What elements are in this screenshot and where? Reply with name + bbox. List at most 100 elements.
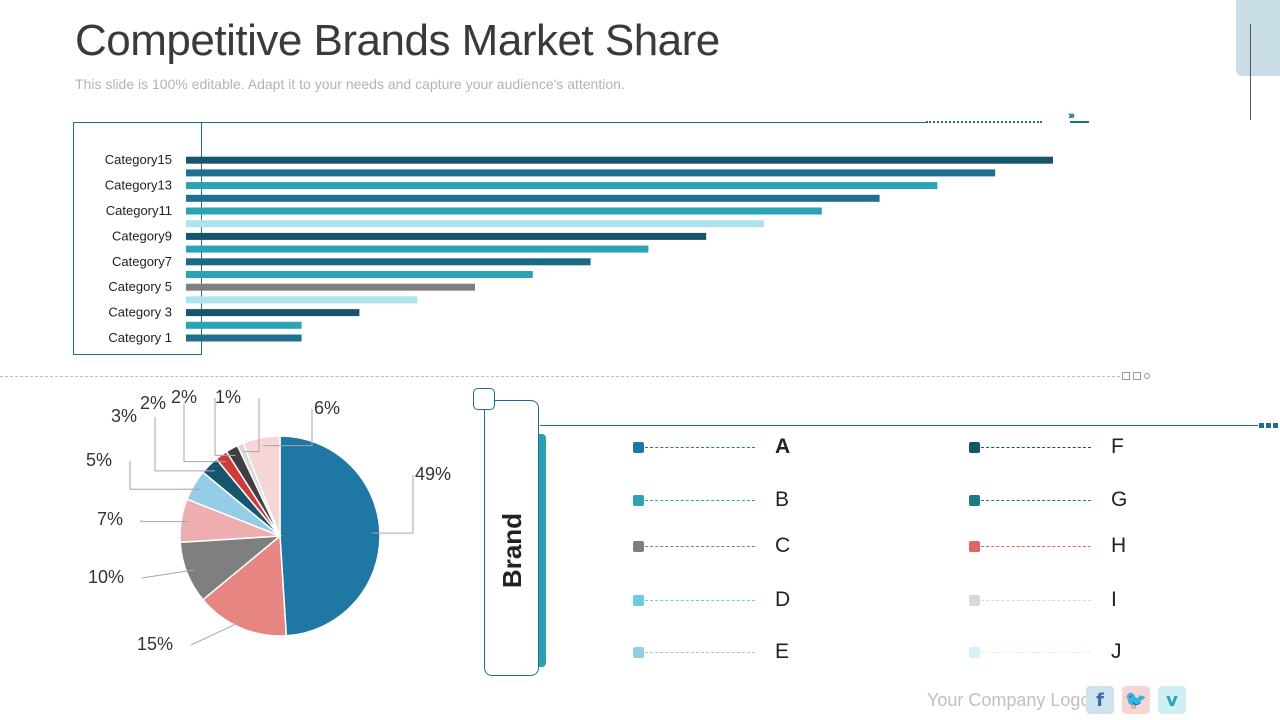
bar — [186, 169, 996, 177]
pie-leader-line — [140, 520, 190, 523]
bar — [186, 334, 302, 342]
legend-label: H — [1111, 534, 1127, 557]
legend-line — [981, 500, 1091, 501]
pie-label: 2% — [171, 387, 197, 407]
legend-marker — [633, 495, 644, 506]
legend-line — [981, 600, 1091, 601]
legend-marker — [633, 595, 644, 606]
chevrons-icon: ››› — [1068, 110, 1075, 122]
bar-tick-label: Category7 — [112, 254, 172, 269]
legend-label: D — [775, 588, 791, 611]
section-divider — [0, 376, 1120, 377]
legend-label: C — [775, 534, 791, 557]
pie-leader-line — [243, 398, 260, 453]
pie-label: 1% — [215, 387, 241, 407]
pie-label: 7% — [97, 509, 123, 529]
pie-leader-line — [214, 398, 236, 456]
legend-marker — [969, 495, 980, 506]
facebook-icon[interactable]: f — [1086, 686, 1114, 714]
bar — [186, 207, 822, 215]
page-title: Competitive Brands Market Share — [75, 16, 720, 65]
brand-box-knob — [473, 388, 495, 410]
pie-leader-line — [129, 461, 201, 490]
legend-label: A — [775, 435, 791, 458]
pie-leader-line — [262, 409, 313, 447]
pie-label: 15% — [137, 634, 173, 654]
pie-leader-lines — [129, 398, 414, 646]
pie-slice — [201, 534, 288, 637]
pie-slice — [242, 435, 281, 537]
legend-item: E — [633, 640, 833, 664]
legend-line — [645, 652, 755, 653]
brand-legend-title: Brand — [497, 512, 528, 588]
bar-tick-label: Category11 — [106, 203, 172, 218]
bar-tick-label: Category 1 — [108, 330, 172, 345]
bar — [186, 245, 649, 253]
legend-marker — [969, 647, 980, 658]
pie-leader-line — [372, 475, 414, 534]
pie-leader-line — [154, 417, 215, 472]
pie-label: 2% — [140, 393, 166, 413]
divider-circle-icon — [1144, 373, 1150, 379]
legend-item: H — [969, 534, 1169, 558]
legend-label: G — [1111, 488, 1128, 511]
bar-frame-arrow-line — [1070, 121, 1089, 123]
legend-item: D — [633, 588, 833, 612]
legend-marker — [969, 442, 980, 453]
legend-item: I — [969, 588, 1169, 612]
legend-marker — [969, 541, 980, 552]
bar-tick-label: Category9 — [112, 228, 172, 243]
legend-line — [645, 546, 755, 547]
pie-label: 10% — [88, 567, 124, 587]
divider-square-icon — [1122, 372, 1130, 380]
legend-label: J — [1111, 640, 1122, 663]
legend-line — [645, 600, 755, 601]
pie-label: 3% — [111, 406, 137, 426]
pie-chart: 49%15%10%7%5%3%2% 2% 1%6% — [86, 387, 451, 654]
bar — [186, 258, 591, 266]
legend-item: F — [969, 435, 1169, 459]
legend-line — [645, 447, 755, 448]
legend-label: F — [1111, 435, 1124, 458]
legend-item: A — [633, 435, 833, 459]
legend-label: I — [1111, 588, 1117, 611]
bar — [186, 194, 880, 202]
bar-tick-label: Category 3 — [108, 305, 172, 320]
bar — [186, 220, 764, 228]
bar-frame-top-line — [73, 122, 926, 123]
bar — [186, 296, 418, 304]
brand-accent-bar — [538, 434, 546, 667]
bar — [186, 283, 475, 291]
bar — [186, 156, 1053, 164]
brand-header-line — [540, 425, 1258, 426]
twitter-icon[interactable]: 🐦 — [1122, 686, 1150, 714]
pie-leader-line — [141, 569, 195, 579]
legend-line — [981, 652, 1091, 653]
page-subtitle: This slide is 100% editable. Adapt it to… — [75, 76, 625, 92]
bar-tick-label: Category 5 — [108, 279, 172, 294]
legend-item: J — [969, 640, 1169, 664]
divider-square-icon — [1133, 372, 1141, 380]
legend-line — [981, 447, 1091, 448]
bar-tick-label: Category13 — [105, 178, 172, 193]
pie-label: 49% — [415, 464, 451, 484]
pie-label: 5% — [86, 450, 112, 470]
bar — [186, 309, 360, 317]
legend-label: E — [775, 640, 790, 663]
corner-line-decoration — [1250, 24, 1251, 120]
pie-slice — [279, 435, 381, 637]
brand-header-dots — [1259, 423, 1280, 428]
legend-marker — [633, 442, 644, 453]
pie-label: 6% — [314, 398, 340, 418]
legend-marker — [969, 595, 980, 606]
legend-item: C — [633, 534, 833, 558]
bar-frame-dotted-line — [926, 121, 1042, 123]
bar — [186, 321, 302, 329]
legend-item: B — [633, 488, 833, 512]
pie-leader-line — [183, 404, 226, 463]
bar — [186, 182, 938, 190]
bar-marks — [186, 156, 1053, 342]
brand-legend-box — [484, 400, 539, 676]
vimeo-icon[interactable]: v — [1158, 686, 1186, 714]
pie-slices — [179, 435, 381, 637]
